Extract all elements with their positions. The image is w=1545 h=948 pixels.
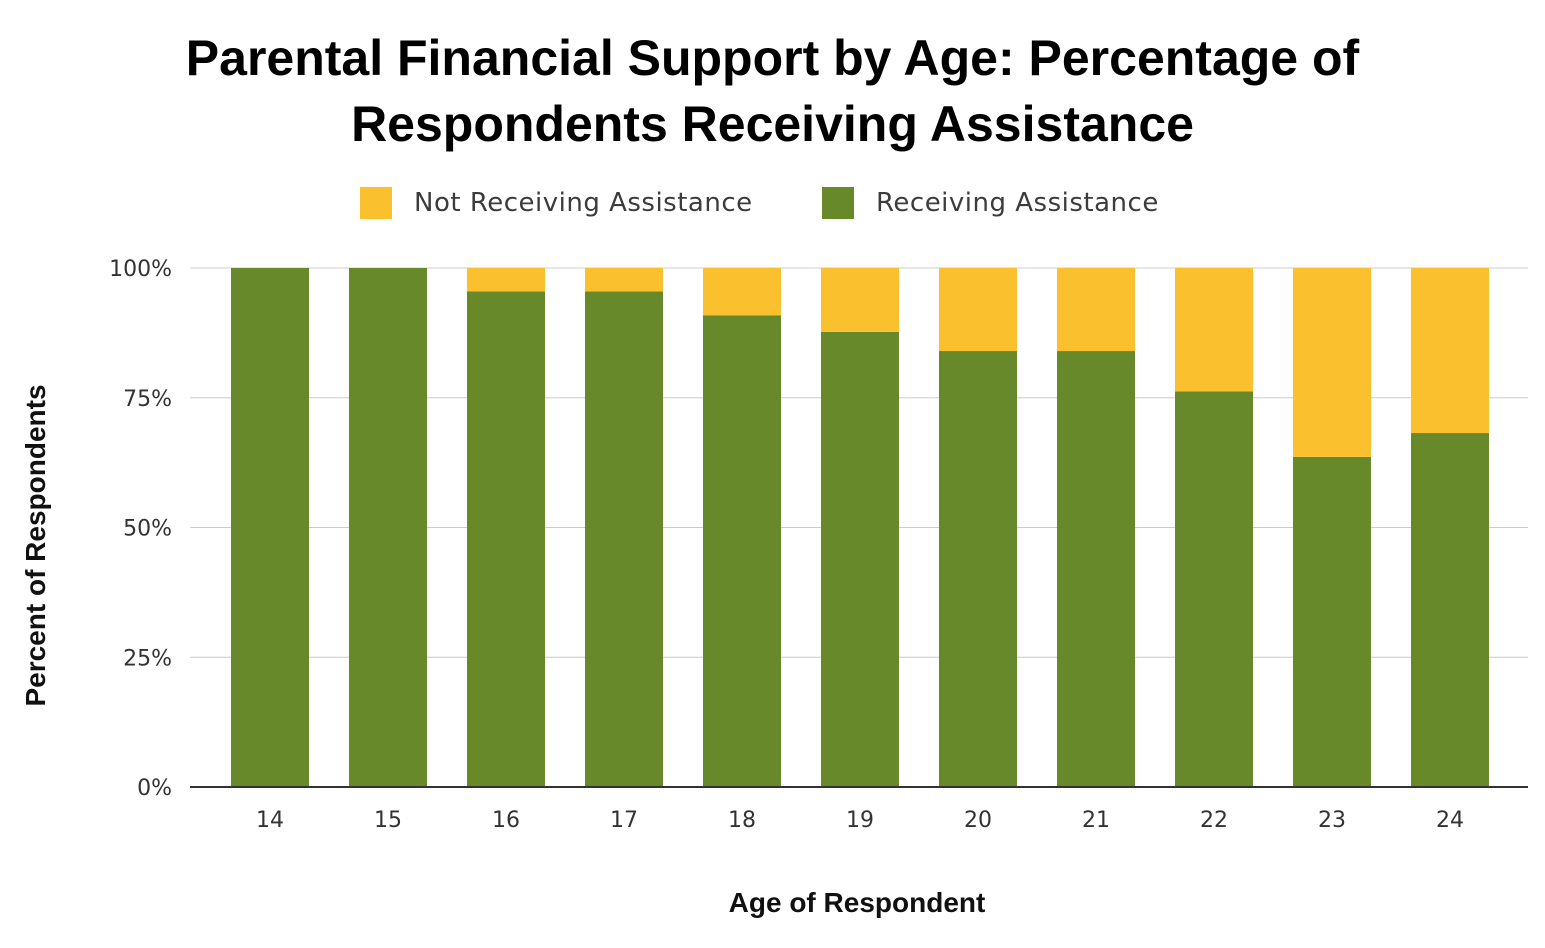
x-tick-label-16: 16 xyxy=(492,808,520,833)
bar-20-not-receiving xyxy=(939,268,1017,352)
bar-17-not-receiving xyxy=(585,268,663,292)
x-tick-label-17: 17 xyxy=(610,808,638,833)
chart-title-line-2: Respondents Receiving Assistance xyxy=(351,96,1194,152)
bar-21-not-receiving xyxy=(1057,268,1135,352)
bar-24-receiving xyxy=(1411,433,1489,787)
y-tick-label-25: 25% xyxy=(123,646,172,671)
bar-19-not-receiving xyxy=(821,268,899,332)
legend-swatch-not-receiving xyxy=(360,187,392,219)
legend-label-not-receiving: Not Receiving Assistance xyxy=(414,188,753,218)
x-tick-label-24: 24 xyxy=(1436,808,1464,833)
bar-20-receiving xyxy=(939,351,1017,787)
bar-19-receiving xyxy=(821,331,899,787)
x-tick-label-21: 21 xyxy=(1082,808,1110,833)
bar-22-not-receiving xyxy=(1175,268,1253,392)
legend-swatch-receiving xyxy=(822,187,854,219)
chart-title-line-1: Parental Financial Support by Age: Perce… xyxy=(185,30,1360,86)
bar-14-receiving xyxy=(231,268,309,787)
bar-16-not-receiving xyxy=(467,268,545,292)
x-axis-title: Age of Respondent xyxy=(729,887,986,918)
chart-legend: Not Receiving Assistance Receiving Assis… xyxy=(0,183,1545,223)
bar-22-receiving xyxy=(1175,391,1253,787)
y-tick-labels: 0% 25% 50% 75% 100% xyxy=(109,257,172,801)
bar-24-not-receiving xyxy=(1411,268,1489,434)
y-axis-title: Percent of Respondents xyxy=(20,384,51,706)
bar-18-receiving xyxy=(703,315,781,787)
y-tick-label-75: 75% xyxy=(123,387,172,412)
bar-21-receiving xyxy=(1057,351,1135,787)
bar-23-receiving xyxy=(1293,456,1371,787)
bar-15-receiving xyxy=(349,268,427,787)
y-tick-label-0: 0% xyxy=(137,776,172,801)
x-tick-label-19: 19 xyxy=(846,808,874,833)
y-tick-label-50: 50% xyxy=(123,517,172,542)
bar-18-not-receiving xyxy=(703,268,781,316)
bar-16-receiving xyxy=(467,291,545,787)
x-tick-label-20: 20 xyxy=(964,808,992,833)
legend-label-receiving: Receiving Assistance xyxy=(876,188,1159,218)
x-tick-label-15: 15 xyxy=(374,808,402,833)
x-tick-labels: 14 15 16 17 18 19 20 21 22 23 24 xyxy=(256,808,1464,833)
bars xyxy=(231,268,1489,787)
legend-item-not-receiving: Not Receiving Assistance xyxy=(360,183,753,223)
bar-17-receiving xyxy=(585,291,663,787)
x-tick-label-23: 23 xyxy=(1318,808,1346,833)
legend-item-receiving: Receiving Assistance xyxy=(822,183,1159,223)
y-tick-label-100: 100% xyxy=(109,257,172,282)
x-tick-label-22: 22 xyxy=(1200,808,1228,833)
x-tick-label-18: 18 xyxy=(728,808,756,833)
x-tick-label-14: 14 xyxy=(256,808,284,833)
bar-23-not-receiving xyxy=(1293,268,1371,457)
